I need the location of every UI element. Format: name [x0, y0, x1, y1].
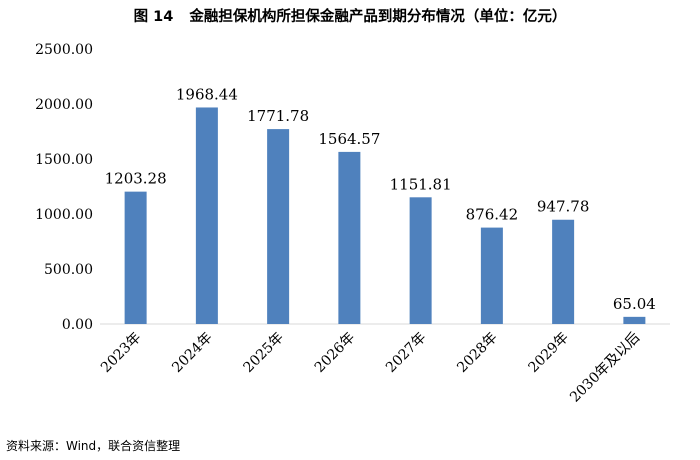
- data-label: 1771.78: [247, 107, 309, 125]
- data-label: 1968.44: [176, 85, 238, 103]
- y-tick-label: 2500.00: [35, 42, 93, 58]
- data-label: 1564.57: [318, 130, 380, 148]
- x-tick-label: 2027年: [383, 330, 429, 376]
- data-label: 65.04: [613, 295, 656, 313]
- y-tick-label: 500.00: [44, 262, 93, 278]
- data-label: 947.78: [537, 198, 590, 216]
- bar: [338, 151, 361, 324]
- x-tick-label: 2028年: [454, 330, 500, 376]
- x-tick-label: 2024年: [169, 330, 215, 376]
- y-tick-label: 0.00: [62, 317, 93, 333]
- chart-title: 图 14 金融担保机构所担保金融产品到期分布情况（单位：亿元）: [0, 5, 700, 26]
- bar: [409, 197, 432, 324]
- bar: [267, 129, 290, 324]
- y-tick-label: 1500.00: [35, 152, 93, 168]
- source-note: 资料来源：Wind，联合资信整理: [6, 439, 181, 453]
- x-tick-label: 2026年: [312, 330, 358, 376]
- bar: [124, 191, 147, 324]
- y-tick-label: 2000.00: [35, 97, 93, 113]
- x-tick-label: 2023年: [98, 330, 144, 376]
- bar: [195, 107, 218, 324]
- bar: [552, 219, 575, 324]
- title-text: 金融担保机构所担保金融产品到期分布情况（单位：亿元）: [189, 9, 567, 25]
- x-tick-label: 2029年: [526, 330, 572, 376]
- x-tick-label: 2030年及以后: [567, 330, 643, 406]
- figure-label: 图 14: [133, 9, 174, 25]
- bar: [480, 227, 503, 324]
- bar: [623, 316, 646, 324]
- data-label: 1203.28: [105, 170, 167, 188]
- data-label: 876.42: [466, 206, 519, 224]
- y-tick-label: 1000.00: [35, 207, 93, 223]
- x-tick-label: 2025年: [241, 330, 287, 376]
- data-label: 1151.81: [390, 175, 452, 193]
